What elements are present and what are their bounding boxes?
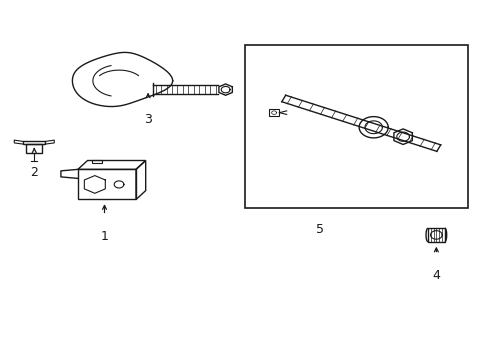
Bar (269, 109, 279, 116)
Bar (26, 144, 43, 153)
Bar (428, 228, 445, 242)
Bar (78, 169, 136, 199)
Text: 2: 2 (30, 166, 38, 179)
Bar (93, 160, 102, 163)
Bar (245, 45, 468, 208)
Bar (24, 141, 45, 144)
Text: 3: 3 (144, 113, 152, 126)
Text: 5: 5 (316, 222, 324, 235)
Text: 1: 1 (100, 230, 108, 243)
Text: 4: 4 (432, 269, 441, 282)
